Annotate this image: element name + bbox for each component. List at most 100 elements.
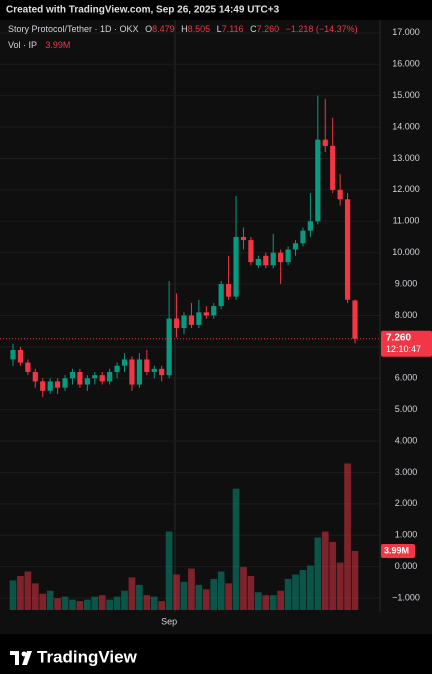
candle-body [25,362,31,372]
volume-bar [31,583,39,610]
legend: Story Protocol/Tether · 1D · OKX O8.479 … [8,24,358,34]
candle-body [121,359,128,366]
volume-bar [269,595,277,610]
volume-bar [247,575,255,610]
volume-value: 3.99M [45,40,70,50]
legend-h: H [181,24,188,34]
volume-bar [24,571,32,610]
y-tick-label: 14.000 [392,121,420,131]
volume-bar [329,541,337,610]
volume-tag [381,543,415,558]
volume-bar [232,488,240,610]
candle-body [107,371,113,382]
y-tick-label: 10.000 [392,247,420,257]
candle-body [181,315,187,329]
y-tick-label: 16.000 [392,59,420,69]
volume-bar [225,583,232,610]
volume-bar [150,596,158,610]
volume-bar [202,589,210,610]
volume-bar [113,596,121,610]
candle-body [337,189,343,200]
candle-body [62,378,68,388]
candle-body [263,255,269,266]
volume-bar [128,577,136,610]
y-tick-label: 13.000 [392,153,420,163]
candle-body [173,318,180,329]
candle-body [307,221,313,231]
y-tick-label: 0.000 [395,561,418,571]
volume-name: Vol · IP [8,40,37,50]
candle-body [84,378,90,385]
volume-bar [54,598,61,610]
candle-body [129,359,135,385]
volume-bar [188,568,195,610]
legend-c: C [250,24,257,34]
legend-open: 8.479 [152,24,175,34]
y-tick-label: 15.000 [392,90,420,100]
candle-body [10,350,16,360]
logo-part [22,651,32,665]
volume-bar [240,567,247,610]
candle-body [196,312,202,325]
candle-body [136,359,142,385]
candle-body [92,375,98,379]
candle-body [211,306,217,316]
candle-body [99,375,105,382]
y-tick-label: 4.000 [395,435,418,445]
volume-bar [284,578,292,610]
candle-body [278,252,284,263]
brand-logo [10,651,32,665]
volume-bar [39,593,47,610]
legend-close: 7.260 [257,24,280,34]
price-tag [381,330,432,357]
volume-bar [314,537,322,610]
y-tick-label: 6.000 [395,373,418,383]
legend-low: 7.116 [222,24,244,34]
volume-tag-label: 3.99M [384,545,409,555]
header-bar [0,0,432,20]
volume-bar [106,599,113,610]
volume-bar [307,565,314,610]
volume-bar [136,584,143,610]
volume-bar [217,571,225,610]
x-tick-label: Sep [161,616,177,626]
volume-bars [9,463,359,610]
logo-part [10,651,19,655]
volume-legend: Vol · IP 3.99M [8,40,70,50]
candle-body [151,368,157,372]
volume-bar [46,590,54,610]
candle-body [188,315,195,325]
volume-bar [165,531,173,610]
volume-bar [351,550,359,610]
volume-bar [321,531,329,610]
candle-body [69,371,76,379]
y-tick-label: 2.000 [395,498,418,508]
y-tick-label: −1.000 [392,592,420,602]
legend-o: O [145,24,152,34]
candle-body [114,365,120,372]
y-tick-label: 5.000 [395,404,418,414]
volume-bar [91,596,99,610]
legend-l: L [217,24,222,34]
y-tick-label: 9.000 [395,278,418,288]
footer [0,634,432,674]
candle-body [240,236,247,241]
candle-body [352,300,358,339]
volume-bar [69,599,76,610]
logo-part [15,651,19,665]
candle-body [270,252,276,266]
candle-body [315,139,321,222]
volume-bar [173,574,180,610]
logo-part [21,651,27,657]
volume-bar [344,463,351,610]
volume-bar [255,592,262,610]
candle-body [159,368,165,376]
y-tick-label: 17.000 [392,27,420,37]
candle-body [40,381,46,391]
y-tick-label: 12.000 [392,184,420,194]
candles [10,95,358,398]
header: Created with TradingView.com, Sep 26, 20… [6,5,280,16]
volume-bar [158,601,166,610]
legend-symbol: Story Protocol/Tether · 1D · OKX [8,24,139,34]
